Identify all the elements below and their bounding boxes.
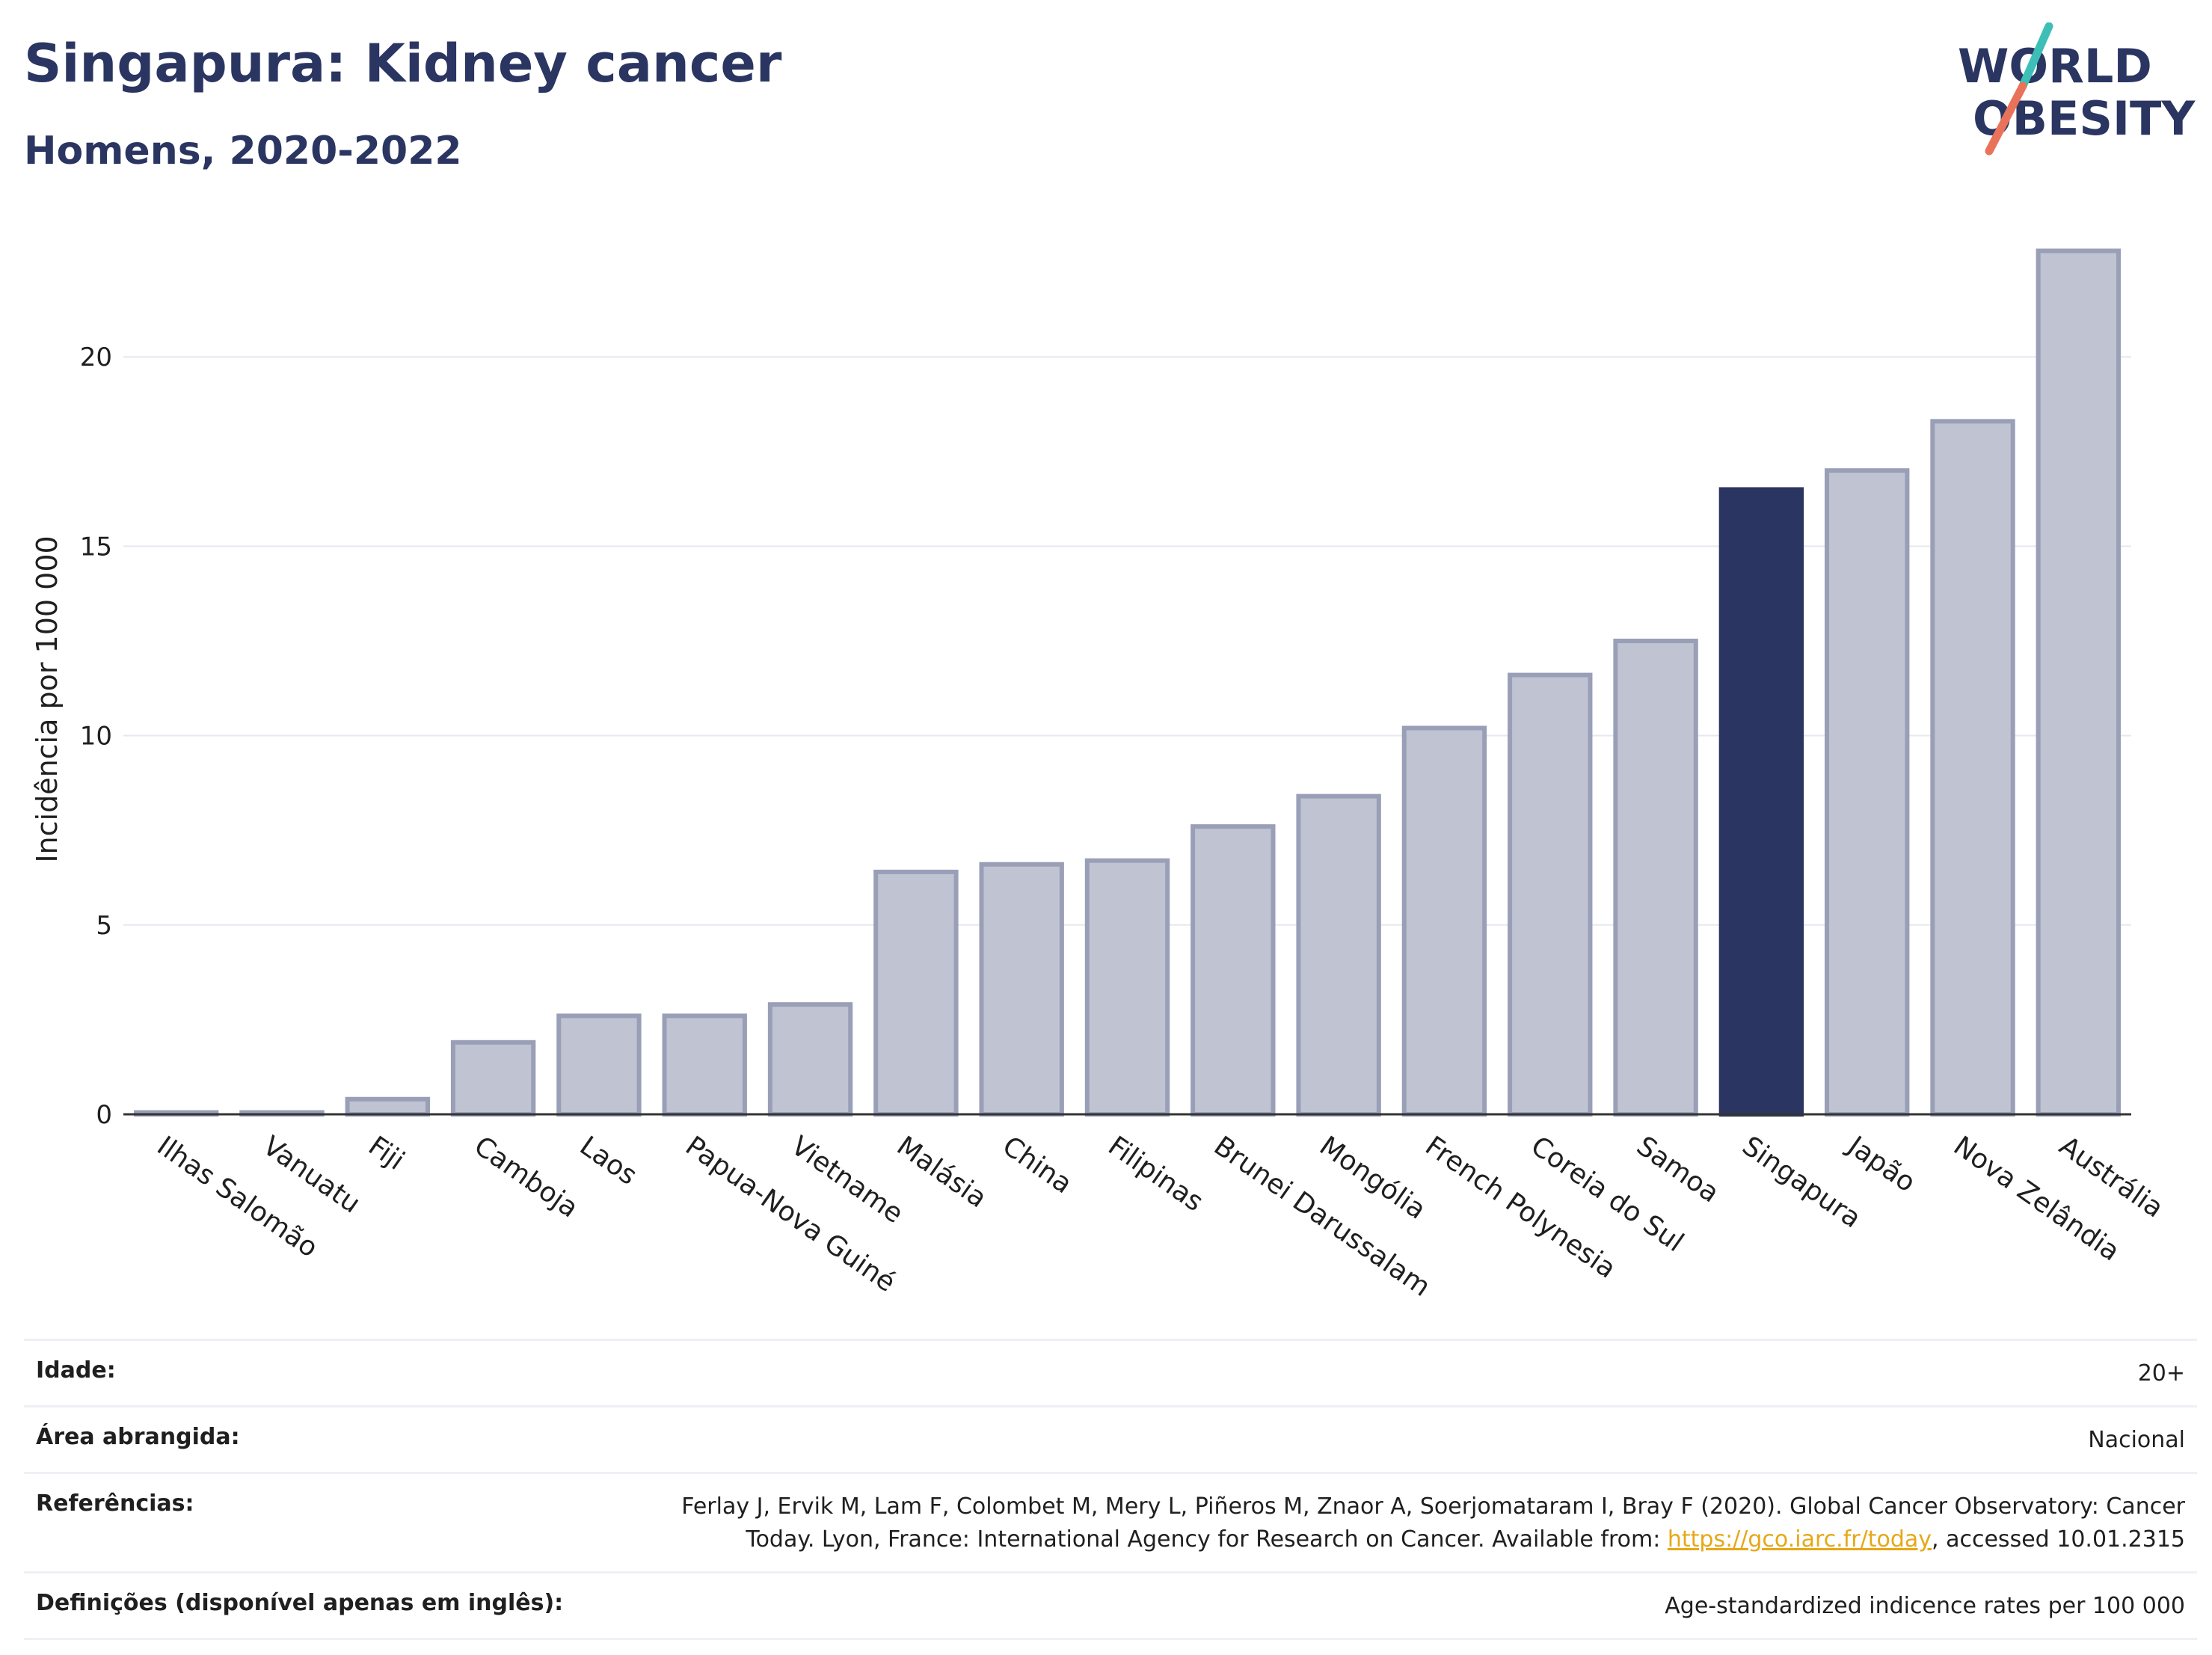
bar-austr-lia bbox=[2036, 248, 2122, 1117]
logo-slash-bottom bbox=[1985, 82, 2027, 156]
meta-row-definitions: Definições (disponível apenas em inglês)… bbox=[24, 1571, 2197, 1640]
meta-value-area: Nacional bbox=[2088, 1427, 2185, 1453]
bar-filipinas bbox=[1084, 858, 1170, 1117]
bar-singapura bbox=[1718, 487, 1804, 1117]
bar-mal-sia bbox=[873, 869, 959, 1117]
bar-coreia-do-sul bbox=[1508, 672, 1593, 1117]
page-subtitle: Homens, 2020-2022 bbox=[24, 129, 462, 174]
bar-samoa bbox=[1613, 639, 1698, 1117]
meta-value-definitions: Age-standardized indicence rates per 100… bbox=[1665, 1593, 2185, 1619]
x-tick-label: Filipinas bbox=[1102, 1131, 1208, 1218]
bar-mong-lia bbox=[1296, 793, 1381, 1117]
logo-slash-top bbox=[2018, 22, 2053, 90]
y-tick-label: 0 bbox=[96, 1100, 112, 1130]
x-tick-label: Camboja bbox=[468, 1131, 583, 1224]
meta-value-references: Ferlay J, Ervik M, Lam F, Colombet M, Me… bbox=[681, 1490, 2185, 1556]
reference-line2-pre: Today. Lyon, France: International Agenc… bbox=[746, 1526, 1668, 1553]
bar-papua-nova-guin- bbox=[662, 1013, 747, 1117]
meta-row-references: Referências: Ferlay J, Ervik M, Lam F, C… bbox=[24, 1472, 2197, 1571]
bars bbox=[133, 248, 2122, 1117]
meta-key-age: Idade: bbox=[36, 1357, 116, 1384]
x-tick-label: Laos bbox=[574, 1131, 642, 1191]
meta-key-definitions: Definições (disponível apenas em inglês)… bbox=[36, 1590, 564, 1616]
meta-value-age: 20+ bbox=[2137, 1360, 2185, 1387]
x-tick-label: Malásia bbox=[891, 1131, 992, 1215]
y-tick-label: 5 bbox=[96, 911, 112, 941]
y-tick-label: 15 bbox=[80, 532, 112, 562]
y-axis-title: Incidência por 100 000 bbox=[31, 535, 64, 862]
bar-laos bbox=[556, 1013, 642, 1117]
x-tick-label: French Polynesia bbox=[1419, 1131, 1621, 1285]
metadata-table: Idade: 20+ Área abrangida: Nacional Refe… bbox=[24, 1339, 2197, 1640]
y-tick-label: 10 bbox=[80, 722, 112, 752]
bar-camboja bbox=[450, 1040, 536, 1117]
x-tick-label: China bbox=[997, 1131, 1078, 1200]
x-tick-label: Japão bbox=[1841, 1130, 1921, 1199]
bar-vietname bbox=[767, 1002, 853, 1117]
y-tick-label: 20 bbox=[80, 343, 112, 372]
meta-key-area: Área abrangida: bbox=[36, 1424, 240, 1450]
world-obesity-logo: WORLD OBESITY bbox=[1958, 22, 2196, 156]
bar-french-polynesia bbox=[1401, 725, 1487, 1117]
reference-line1: Ferlay J, Ervik M, Lam F, Colombet M, Me… bbox=[681, 1493, 2185, 1520]
bar-brunei-darussalam bbox=[1191, 824, 1276, 1117]
reference-line2-post: , accessed 10.01.2315 bbox=[1932, 1526, 2185, 1553]
bar-jap-o bbox=[1825, 468, 1910, 1117]
meta-key-references: Referências: bbox=[36, 1490, 194, 1517]
x-tick-label: Samoa bbox=[1631, 1131, 1724, 1209]
y-axis-ticks: 0 5 10 15 20 bbox=[80, 343, 112, 1130]
meta-row-age: Idade: 20+ bbox=[24, 1339, 2197, 1405]
bar-fiji bbox=[345, 1096, 430, 1117]
bar-china bbox=[979, 862, 1064, 1117]
reference-link[interactable]: https://gco.iarc.fr/today bbox=[1667, 1526, 1932, 1553]
x-tick-label: Singapura bbox=[1736, 1131, 1867, 1235]
page-title: Singapura: Kidney cancer bbox=[24, 33, 782, 94]
meta-row-area: Área abrangida: Nacional bbox=[24, 1405, 2197, 1472]
bar-nova-zel-ndia bbox=[1930, 419, 2015, 1117]
x-tick-label: Fiji bbox=[363, 1131, 410, 1176]
logo-line1: WORLD bbox=[1958, 39, 2152, 93]
